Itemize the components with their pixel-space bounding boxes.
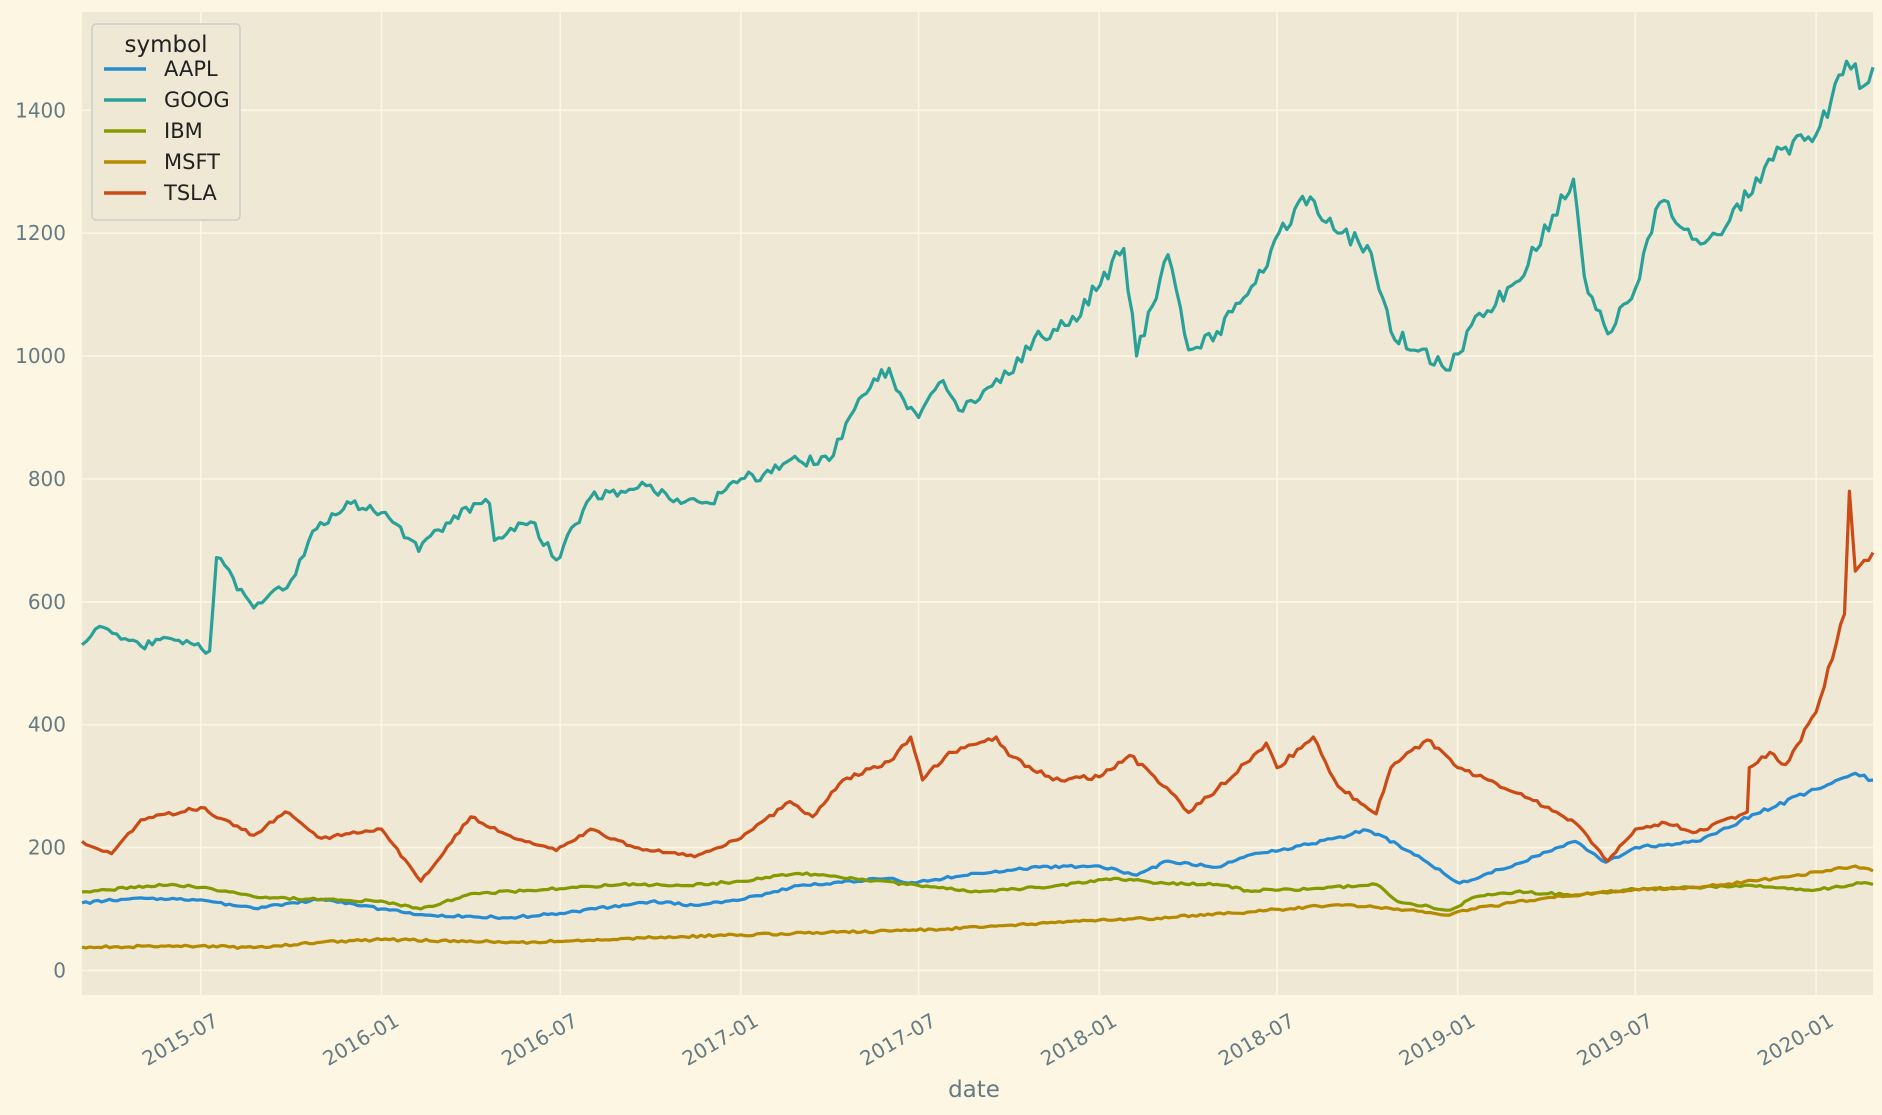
series-line-goog — [81, 59, 1875, 655]
x-tick-label: 2020-01 — [1753, 1008, 1837, 1071]
plot-area — [82, 12, 1873, 995]
x-tick-label: 2015-07 — [138, 1008, 222, 1071]
legend-label-ibm: IBM — [164, 119, 203, 143]
y-tick-label: 1200 — [15, 221, 66, 245]
legend-label-tsla: TSLA — [163, 181, 217, 205]
y-tick-label: 1400 — [15, 98, 66, 122]
x-tick-label: 2019-01 — [1395, 1008, 1479, 1071]
x-axis-ticks: 2015-07 2016-01 2016-07 2017-01 2017-07 2018-… — [138, 1008, 1838, 1071]
y-tick-label: 400 — [28, 713, 66, 737]
series-line-msft — [81, 864, 1874, 950]
series-line-tsla — [81, 489, 1875, 883]
legend-label-aapl: AAPL — [164, 57, 218, 81]
series-line-aapl — [81, 771, 1874, 920]
legend-items: AAPL GOOG IBM MSFT TSLA — [104, 57, 230, 205]
y-tick-label: 800 — [28, 467, 66, 491]
legend-label-goog: GOOG — [164, 88, 230, 112]
y-tick-label: 0 — [53, 958, 66, 982]
x-tick-label: 2019-07 — [1572, 1008, 1656, 1071]
y-axis-ticks: 0 200 400 600 800 1000 1200 1400 — [15, 98, 66, 982]
x-tick-label: 2017-01 — [678, 1008, 762, 1071]
y-tick-label: 200 — [28, 836, 66, 860]
x-tick-label: 2016-07 — [497, 1008, 581, 1071]
x-tick-label: 2017-07 — [856, 1008, 940, 1071]
x-tick-label: 2018-07 — [1214, 1008, 1298, 1071]
legend-label-msft: MSFT — [164, 150, 220, 174]
x-tick-label: 2018-01 — [1036, 1008, 1120, 1071]
y-tick-label: 1000 — [15, 344, 66, 368]
x-axis-label: date — [948, 1077, 1000, 1103]
legend-frame — [91, 23, 241, 221]
legend: symbol AAPL GOOG IBM MSFT TSLA — [91, 23, 241, 221]
x-tick-label: 2016-01 — [319, 1008, 403, 1071]
legend-title: symbol — [124, 32, 207, 58]
y-tick-label: 600 — [28, 590, 66, 614]
series-lines — [81, 59, 1875, 950]
